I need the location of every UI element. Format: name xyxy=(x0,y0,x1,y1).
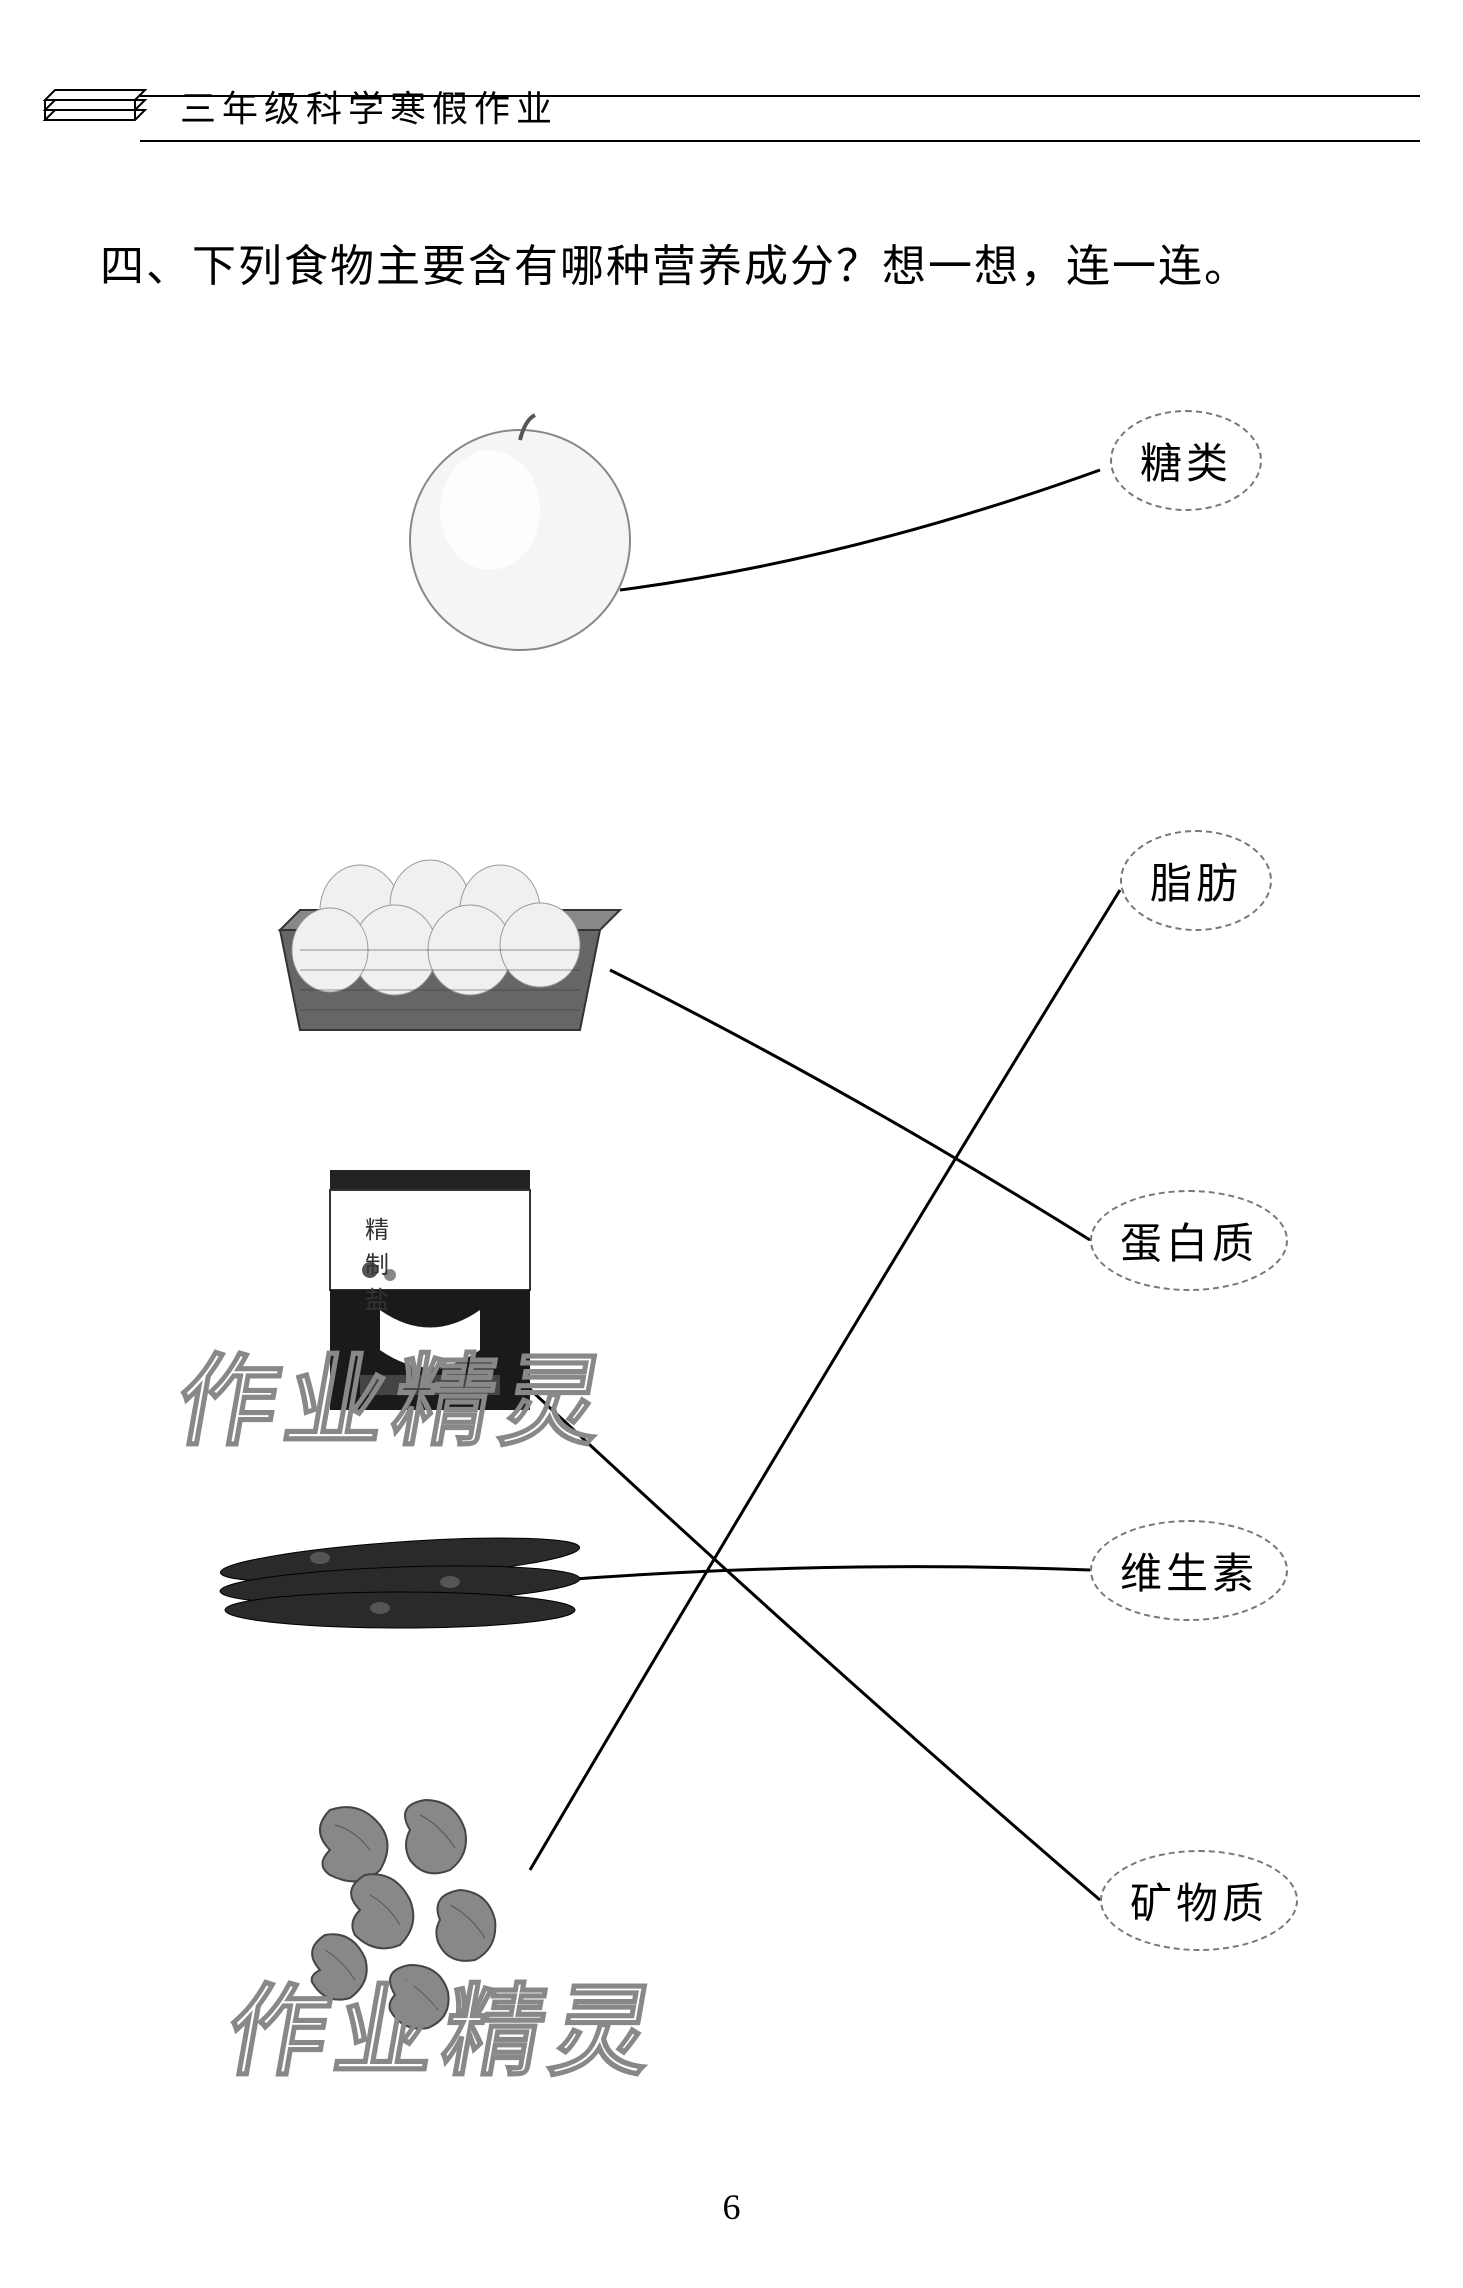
line-youtiao-vitamin xyxy=(560,1567,1090,1580)
header-title: 三年级科学寒假作业 xyxy=(180,80,558,132)
line-egg-protein xyxy=(610,970,1090,1240)
page-number: 6 xyxy=(723,2186,741,2228)
salt-package-label: 精制 盐 xyxy=(365,1210,393,1315)
nutrient-protein: 蛋白质 xyxy=(1090,1190,1288,1291)
line-apple-sugar xyxy=(620,470,1100,590)
watermark-1: 作业精灵 xyxy=(167,1320,625,1465)
matching-diagram: 精制 盐 xyxy=(0,330,1463,2130)
nutrient-fat: 脂肪 xyxy=(1120,830,1272,931)
nutrient-sugar: 糖类 xyxy=(1110,410,1262,511)
nutrient-mineral: 矿物质 xyxy=(1100,1850,1298,1951)
line-salt-mineral xyxy=(520,1380,1100,1900)
nutrient-vitamin: 维生素 xyxy=(1090,1520,1288,1621)
question-text: 四、下列食物主要含有哪种营养成分？想一想，连一连。 xyxy=(100,230,1250,294)
watermark-2: 作业精灵 xyxy=(217,1950,675,2095)
header-rule-bottom xyxy=(140,140,1420,142)
